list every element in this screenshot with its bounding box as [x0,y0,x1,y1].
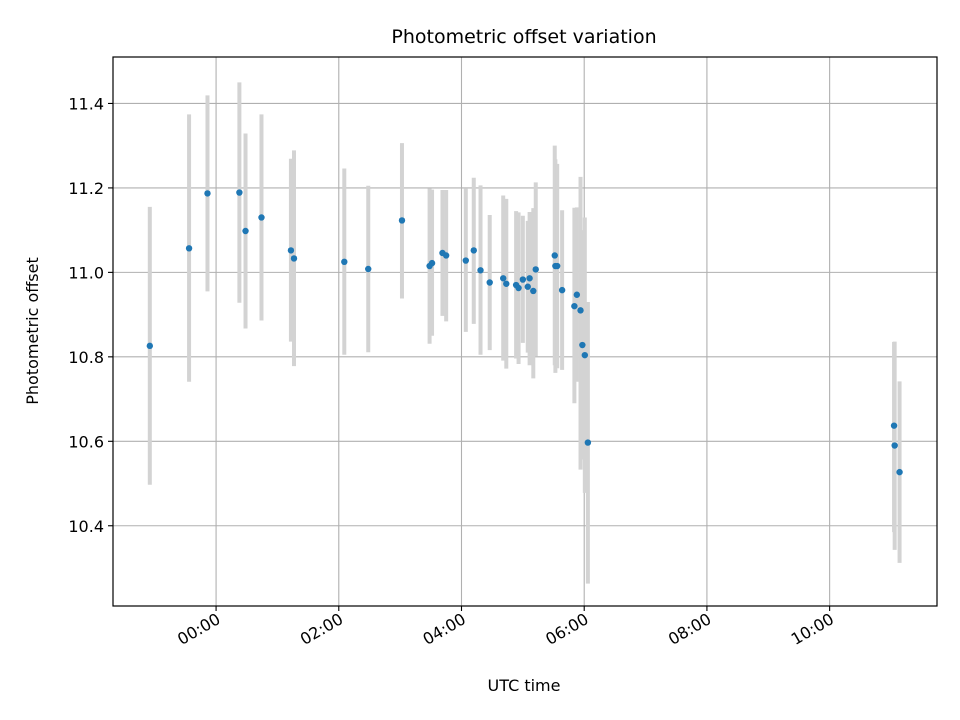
x-axis-label: UTC time [488,676,561,695]
grid-lines [113,57,937,606]
chart-title: Photometric offset variation [391,26,656,48]
y-tick-label: 11.4 [68,94,104,113]
plot-frame [112,56,938,607]
data-point [341,258,348,266]
data-point [500,275,507,282]
data-point [519,276,527,283]
data-point [551,252,558,259]
data-point [558,286,566,294]
data-point [287,247,295,254]
data-point [236,189,243,196]
data-point [204,190,211,197]
plot-area [112,56,938,607]
y-tick-label: 10.4 [68,517,104,536]
y-axis-label: Photometric offset [23,257,42,405]
data-point [579,341,586,349]
data-point [185,245,193,252]
data-point [573,291,581,298]
data-point [442,252,450,259]
data-point [477,267,484,274]
data-point [428,259,436,267]
y-tick-label: 10.6 [68,432,104,451]
data-point [242,227,249,235]
data-point [896,468,903,476]
data-point [258,214,265,221]
data-point [486,279,493,286]
data-point [890,422,898,429]
data-point [146,342,154,350]
data-point [577,307,584,314]
data-point [290,255,298,262]
data-point [581,351,589,359]
data-point [470,247,477,254]
data-points [146,189,903,476]
data-point [526,275,533,282]
data-point [398,217,406,224]
y-axis-ticks: 10.4 10.6 10.8 11.0 11.2 11.4 [68,94,113,536]
data-point [515,284,522,292]
data-point [462,257,469,264]
data-point [554,262,561,270]
data-point [532,266,539,273]
y-tick-label: 10.8 [68,348,104,367]
data-point [584,439,592,446]
y-tick-label: 11.2 [68,179,104,198]
y-tick-label: 11.0 [68,263,104,282]
data-point [891,442,898,449]
data-point [530,287,537,295]
data-point [365,265,372,273]
data-point [524,283,531,290]
plot-background [113,57,937,606]
data-point [571,302,578,310]
data-point [503,280,510,287]
